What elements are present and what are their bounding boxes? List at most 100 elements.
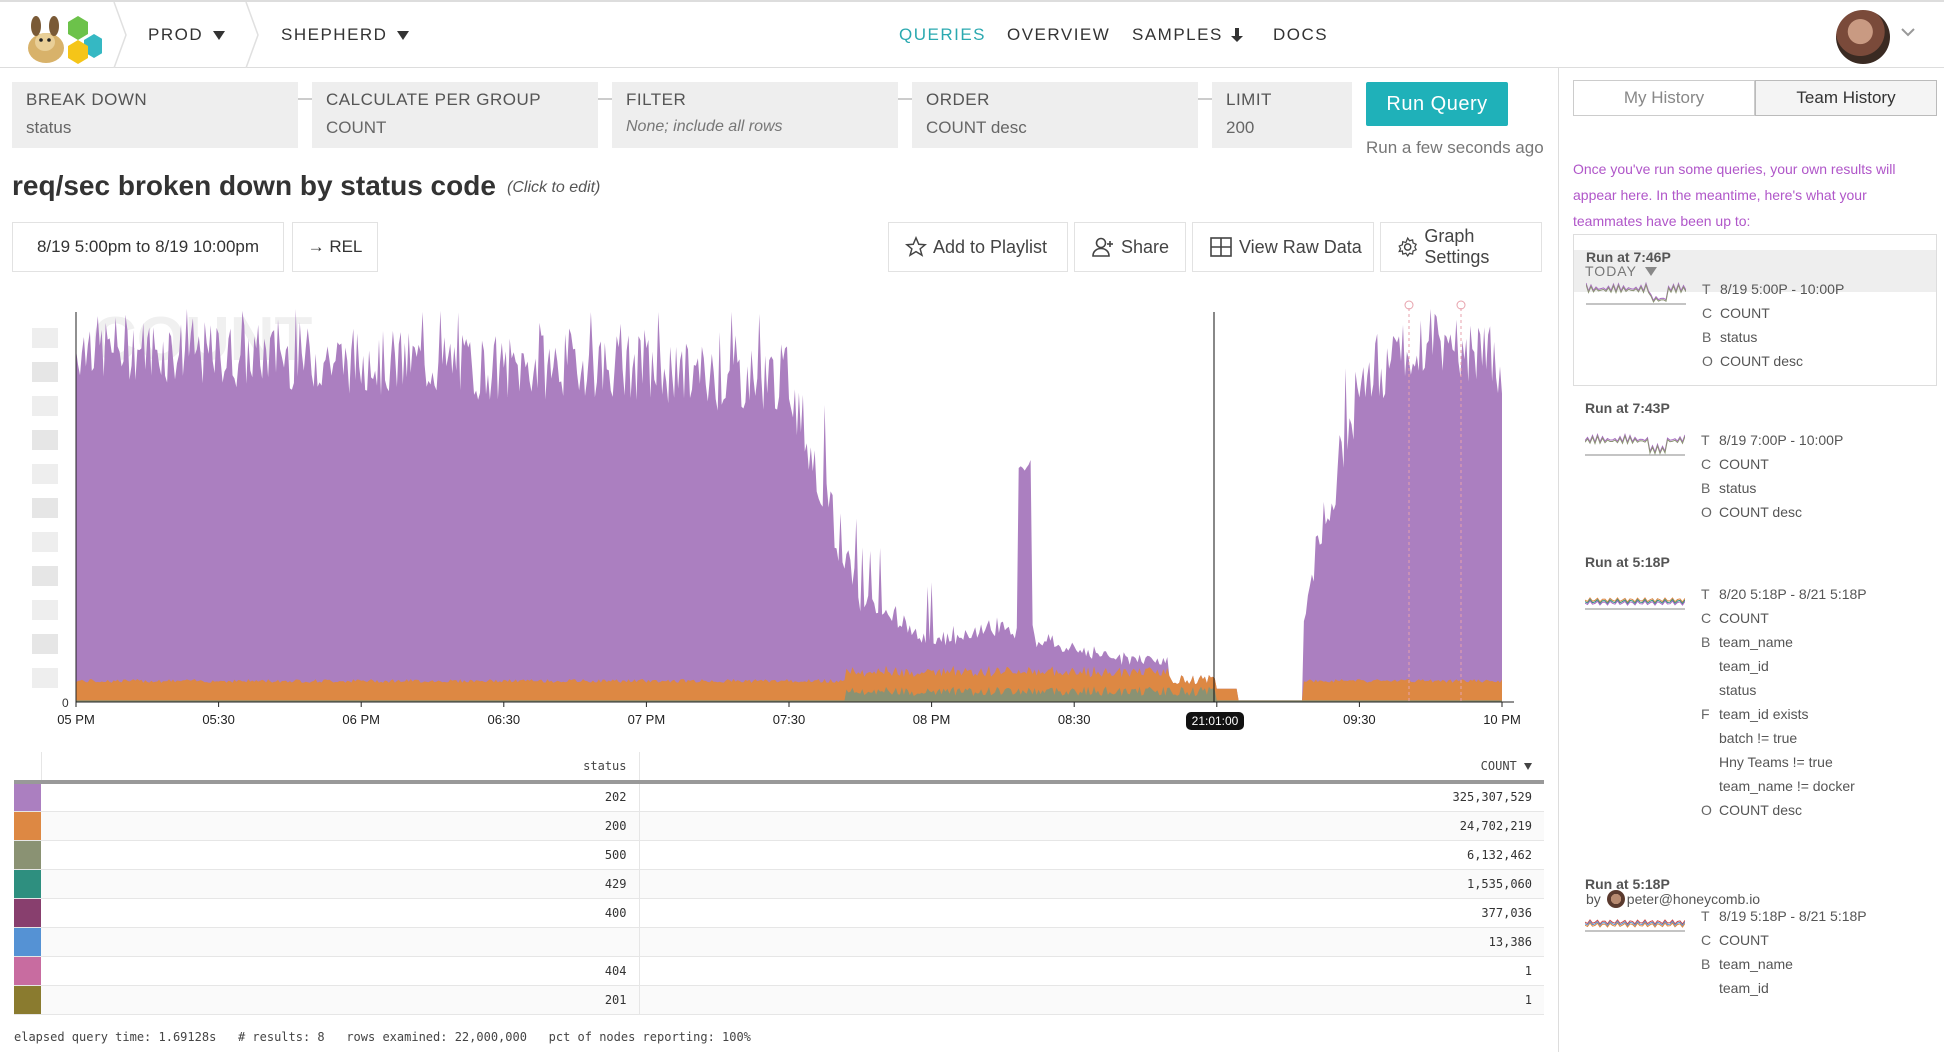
history-query-line: O COUNT desc	[1701, 802, 1802, 818]
share-button[interactable]: Share	[1074, 222, 1186, 272]
user-avatar[interactable]	[1836, 10, 1890, 64]
star-icon	[905, 236, 927, 257]
limit-clause[interactable]: LIMIT 200	[1212, 82, 1352, 148]
table-row[interactable]: 202 325,307,529	[14, 782, 1544, 812]
series-500-area[interactable]	[76, 686, 1502, 703]
clause-value: status	[1719, 480, 1757, 496]
history-sparkline	[1585, 433, 1685, 456]
dataset-selector[interactable]: SHEPHERD	[281, 2, 410, 68]
caret-down-icon	[397, 30, 410, 40]
clause-key: O	[1701, 802, 1712, 818]
count-cell: 1	[639, 985, 1544, 1015]
today-filter[interactable]: TODAY	[1573, 250, 1937, 292]
table-row[interactable]: 400 377,036	[14, 898, 1544, 928]
clause-value: team_name	[1719, 956, 1793, 972]
clause-connector	[1198, 98, 1212, 100]
table-row[interactable]: 201 1	[14, 985, 1544, 1015]
env-selector[interactable]: PROD	[148, 2, 226, 68]
breakdown-value: status	[26, 118, 72, 137]
y-tick-label-blurred	[32, 464, 58, 484]
order-clause[interactable]: ORDER COUNT desc	[912, 82, 1198, 148]
nav-overview[interactable]: OVERVIEW	[1007, 25, 1111, 44]
y-tick-label-blurred	[32, 430, 58, 450]
marker-dot[interactable]	[1456, 300, 1466, 310]
table-row[interactable]: 200 24,702,219	[14, 811, 1544, 841]
nav-samples[interactable]: SAMPLES	[1132, 2, 1245, 68]
add-to-playlist-button[interactable]: Add to Playlist	[888, 222, 1068, 272]
view-raw-data-button[interactable]: View Raw Data	[1192, 222, 1374, 272]
history-query-line: T 8/19 5:00P - 10:00P	[1702, 281, 1844, 297]
clause-value: COUNT	[1719, 456, 1769, 472]
history-sparkline	[1586, 281, 1686, 305]
y-tick-label-blurred	[32, 328, 58, 348]
clause-value: team_id	[1719, 658, 1769, 674]
status-cell	[41, 927, 640, 957]
clause-value: COUNT	[1720, 305, 1770, 321]
history-tabs: My History Team History	[1573, 80, 1937, 116]
series-color-swatch	[14, 956, 41, 986]
tab-my-history[interactable]: My History	[1573, 80, 1755, 116]
y-tick-label-blurred	[32, 396, 58, 416]
clause-key: B	[1702, 329, 1712, 345]
series-color-swatch	[14, 985, 41, 1015]
caret-down-icon	[1644, 266, 1657, 276]
limit-label: LIMIT	[1226, 90, 1272, 109]
query-title[interactable]: req/sec broken down by status code	[12, 170, 496, 201]
history-entry[interactable]: Run at 5:18P T 8/19 5:18P - 8/21 5:18P C COU…	[1573, 862, 1937, 998]
x-tick-label: 08 PM	[913, 712, 951, 727]
order-value: COUNT desc	[926, 118, 1027, 137]
clause-value: batch != true	[1719, 730, 1798, 746]
table-row[interactable]: 404 1	[14, 956, 1544, 986]
series-color-swatch	[14, 782, 41, 812]
series-color-swatch	[14, 811, 41, 841]
run-query-button[interactable]: Run Query	[1366, 82, 1508, 126]
status-cell: 404	[41, 956, 640, 986]
y-tick-zero: 0	[62, 696, 69, 710]
history-run-time: Run at 5:18P	[1585, 554, 1670, 570]
count-stacked-area-chart[interactable]: COUNT 0 05 PM 05:30 06 PM 06:30 07 PM 07:30 08…	[12, 290, 1542, 730]
history-entry[interactable]: Run at 5:18P T 8/20 5:18P - 8/21 5:18P C COU…	[1573, 540, 1937, 820]
dataset-label: SHEPHERD	[281, 25, 388, 44]
status-column-header[interactable]: status	[41, 752, 640, 784]
nav-samples-label: SAMPLES	[1132, 25, 1223, 44]
marker-dot[interactable]	[1404, 300, 1414, 310]
history-query-line: O COUNT desc	[1702, 353, 1803, 369]
graph-settings-button[interactable]: Graph Settings	[1380, 222, 1542, 272]
calculate-clause[interactable]: CALCULATE PER GROUP COUNT	[312, 82, 598, 148]
chart-series-areas	[76, 308, 1502, 703]
clause-value: status	[1719, 682, 1757, 698]
relative-time-button[interactable]: → REL	[292, 222, 378, 272]
table-row[interactable]: 13,386	[14, 927, 1544, 957]
y-tick-label-blurred	[32, 532, 58, 552]
time-range-picker[interactable]: 8/19 5:00pm to 8/19 10:00pm	[12, 222, 284, 272]
by-user[interactable]: peter@honeycomb.io	[1626, 891, 1761, 907]
clause-value: COUNT desc	[1720, 353, 1803, 369]
x-tick-label: 05 PM	[57, 712, 95, 727]
breakdown-clause[interactable]: BREAK DOWN status	[12, 82, 298, 148]
count-column-header[interactable]: COUNT	[639, 752, 1544, 784]
table-row[interactable]: 429 1,535,060	[14, 869, 1544, 899]
env-label: PROD	[148, 25, 204, 44]
clause-value: team_name	[1719, 634, 1793, 650]
table-row[interactable]: 500 6,132,462	[14, 840, 1544, 870]
filter-clause[interactable]: FILTER None; include all rows	[612, 82, 898, 148]
sort-desc-icon	[1524, 763, 1532, 770]
history-intro: Once you've run some queries, your own r…	[1573, 161, 1896, 229]
history-run-time: Run at 7:43P	[1585, 400, 1670, 416]
nav-queries[interactable]: QUERIES	[899, 25, 987, 44]
series-color-swatch	[14, 927, 41, 957]
click-to-edit-hint[interactable]: (Click to edit)	[507, 179, 601, 196]
nav-docs[interactable]: DOCS	[1273, 25, 1329, 44]
clause-key: T	[1702, 281, 1711, 297]
count-cell: 1	[639, 956, 1544, 986]
clause-value: COUNT	[1719, 610, 1769, 626]
tab-team-history[interactable]: Team History	[1755, 80, 1937, 116]
series-202-area[interactable]	[76, 308, 1502, 702]
chevron-down-icon[interactable]	[1900, 24, 1916, 40]
honeycomb-logo[interactable]	[18, 12, 102, 66]
